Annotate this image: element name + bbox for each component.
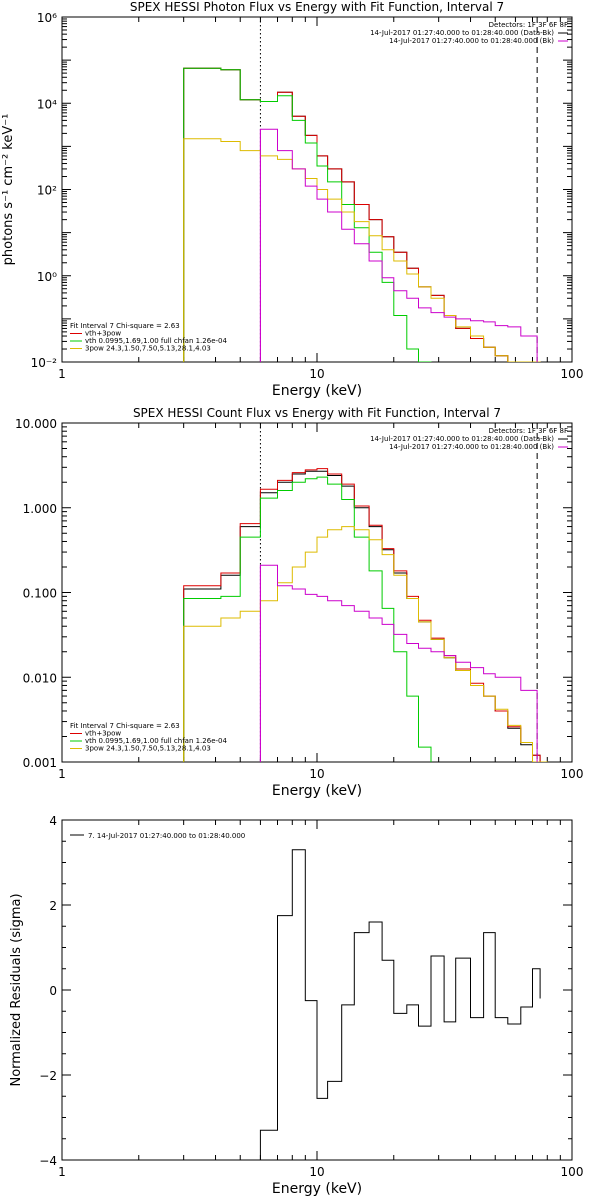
- legend-entry: 14-Jul-2017 01:27:40.000 to 01:28:40.000…: [389, 443, 554, 451]
- fit-label: Fit Interval 7 Chi-square = 2.63: [70, 722, 180, 730]
- series-2-line: [183, 468, 541, 762]
- legend-entry: vth 0.0995,1.69,1.00 full chfan 1.26e-04: [85, 737, 227, 745]
- x-axis-label: Energy (keV): [272, 1181, 362, 1197]
- y-tick-label: 10⁶: [37, 11, 57, 25]
- x-tick-label: 100: [561, 1165, 584, 1179]
- y-tick-label: 4: [49, 814, 57, 828]
- y-axis-label: Normalized Residuals (sigma): [9, 893, 24, 1086]
- chart-1: SPEX HESSI Photon Flux vs Energy with Fi…: [1, 0, 583, 399]
- x-axis-label: Energy (keV): [272, 383, 362, 399]
- y-tick-label: 0.100: [23, 587, 57, 601]
- legend-entry: 14-Jul-2017 01:27:40.000 to 01:28:40.000…: [370, 29, 554, 37]
- chart-title: SPEX HESSI Count Flux vs Energy with Fit…: [133, 406, 501, 420]
- x-tick-label: 10: [309, 767, 324, 781]
- data-layer: [183, 423, 548, 762]
- legend-entry: vth+3pow: [85, 730, 121, 738]
- x-tick-label: 10: [309, 367, 324, 381]
- chart-2: SPEX HESSI Count Flux vs Energy with Fit…: [15, 406, 583, 799]
- y-tick-label: 0.010: [23, 671, 57, 685]
- y-tick-label: 10.000: [15, 417, 57, 431]
- y-tick-label: 1.000: [23, 502, 57, 516]
- series-4-line: [183, 526, 548, 762]
- x-tick-label: 1: [58, 767, 66, 781]
- y-axis-label: photons s⁻¹ cm⁻² keV⁻¹: [1, 114, 16, 266]
- y-tick-label: 10⁴: [37, 97, 57, 111]
- series-1-line: [259, 849, 541, 1160]
- y-tick-label: 10²: [37, 184, 57, 198]
- x-tick-label: 100: [561, 367, 584, 381]
- legend-entry: vth+3pow: [85, 330, 121, 338]
- chart-title: SPEX HESSI Photon Flux vs Energy with Fi…: [130, 0, 504, 14]
- y-tick-label: 0: [49, 984, 57, 998]
- legend-entry: 7. 14-Jul-2017 01:27:40.000 to 01:28:40.…: [88, 832, 245, 840]
- y-tick-label: 0.001: [23, 756, 57, 770]
- series-5-line: [259, 564, 538, 762]
- x-tick-label: 1: [58, 367, 66, 381]
- legend-entry: 3pow 24.3,1.50,7.50,5.13,28.1,4.03: [85, 345, 211, 353]
- series-2-line: [183, 67, 541, 362]
- legend-entry: 14-Jul-2017 01:27:40.000 to 01:28:40.000…: [370, 435, 554, 443]
- y-tick-label: −4: [39, 1154, 57, 1168]
- x-axis-label: Energy (keV): [272, 783, 362, 799]
- data-layer: [183, 17, 541, 362]
- legend-entry: 14-Jul-2017 01:27:40.000 to 01:28:40.000…: [389, 37, 554, 45]
- y-tick-label: 10⁰: [37, 270, 57, 284]
- x-tick-label: 10: [309, 1165, 324, 1179]
- data-layer: [259, 849, 541, 1160]
- y-tick-label: 2: [49, 899, 57, 913]
- series-3-line: [183, 476, 432, 762]
- fit-label: Fit Interval 7 Chi-square = 2.63: [70, 322, 180, 330]
- x-tick-label: 1: [58, 1165, 66, 1179]
- detectors-label: Detectors: 1F 3F 6F 8F: [489, 21, 568, 29]
- y-tick-label: −2: [39, 1069, 57, 1083]
- series-5-line: [259, 128, 538, 362]
- series-1-line: [183, 67, 541, 362]
- legend-entry: 3pow 24.3,1.50,7.50,5.13,28.1,4.03: [85, 745, 211, 753]
- series-4-line: [183, 138, 541, 362]
- legend-entry: vth 0.0995,1.69,1.00 full chfan 1.26e-04: [85, 337, 227, 345]
- series-3-line: [183, 67, 432, 362]
- y-tick-label: 10⁻²: [31, 356, 58, 370]
- detectors-label: Detectors: 1F 3F 6F 8F: [489, 427, 568, 435]
- chart-3: 1 10 100 Energy (keV) −4 −2 0 2 4 Normalized Resi…: [9, 814, 583, 1197]
- x-tick-label: 100: [561, 767, 584, 781]
